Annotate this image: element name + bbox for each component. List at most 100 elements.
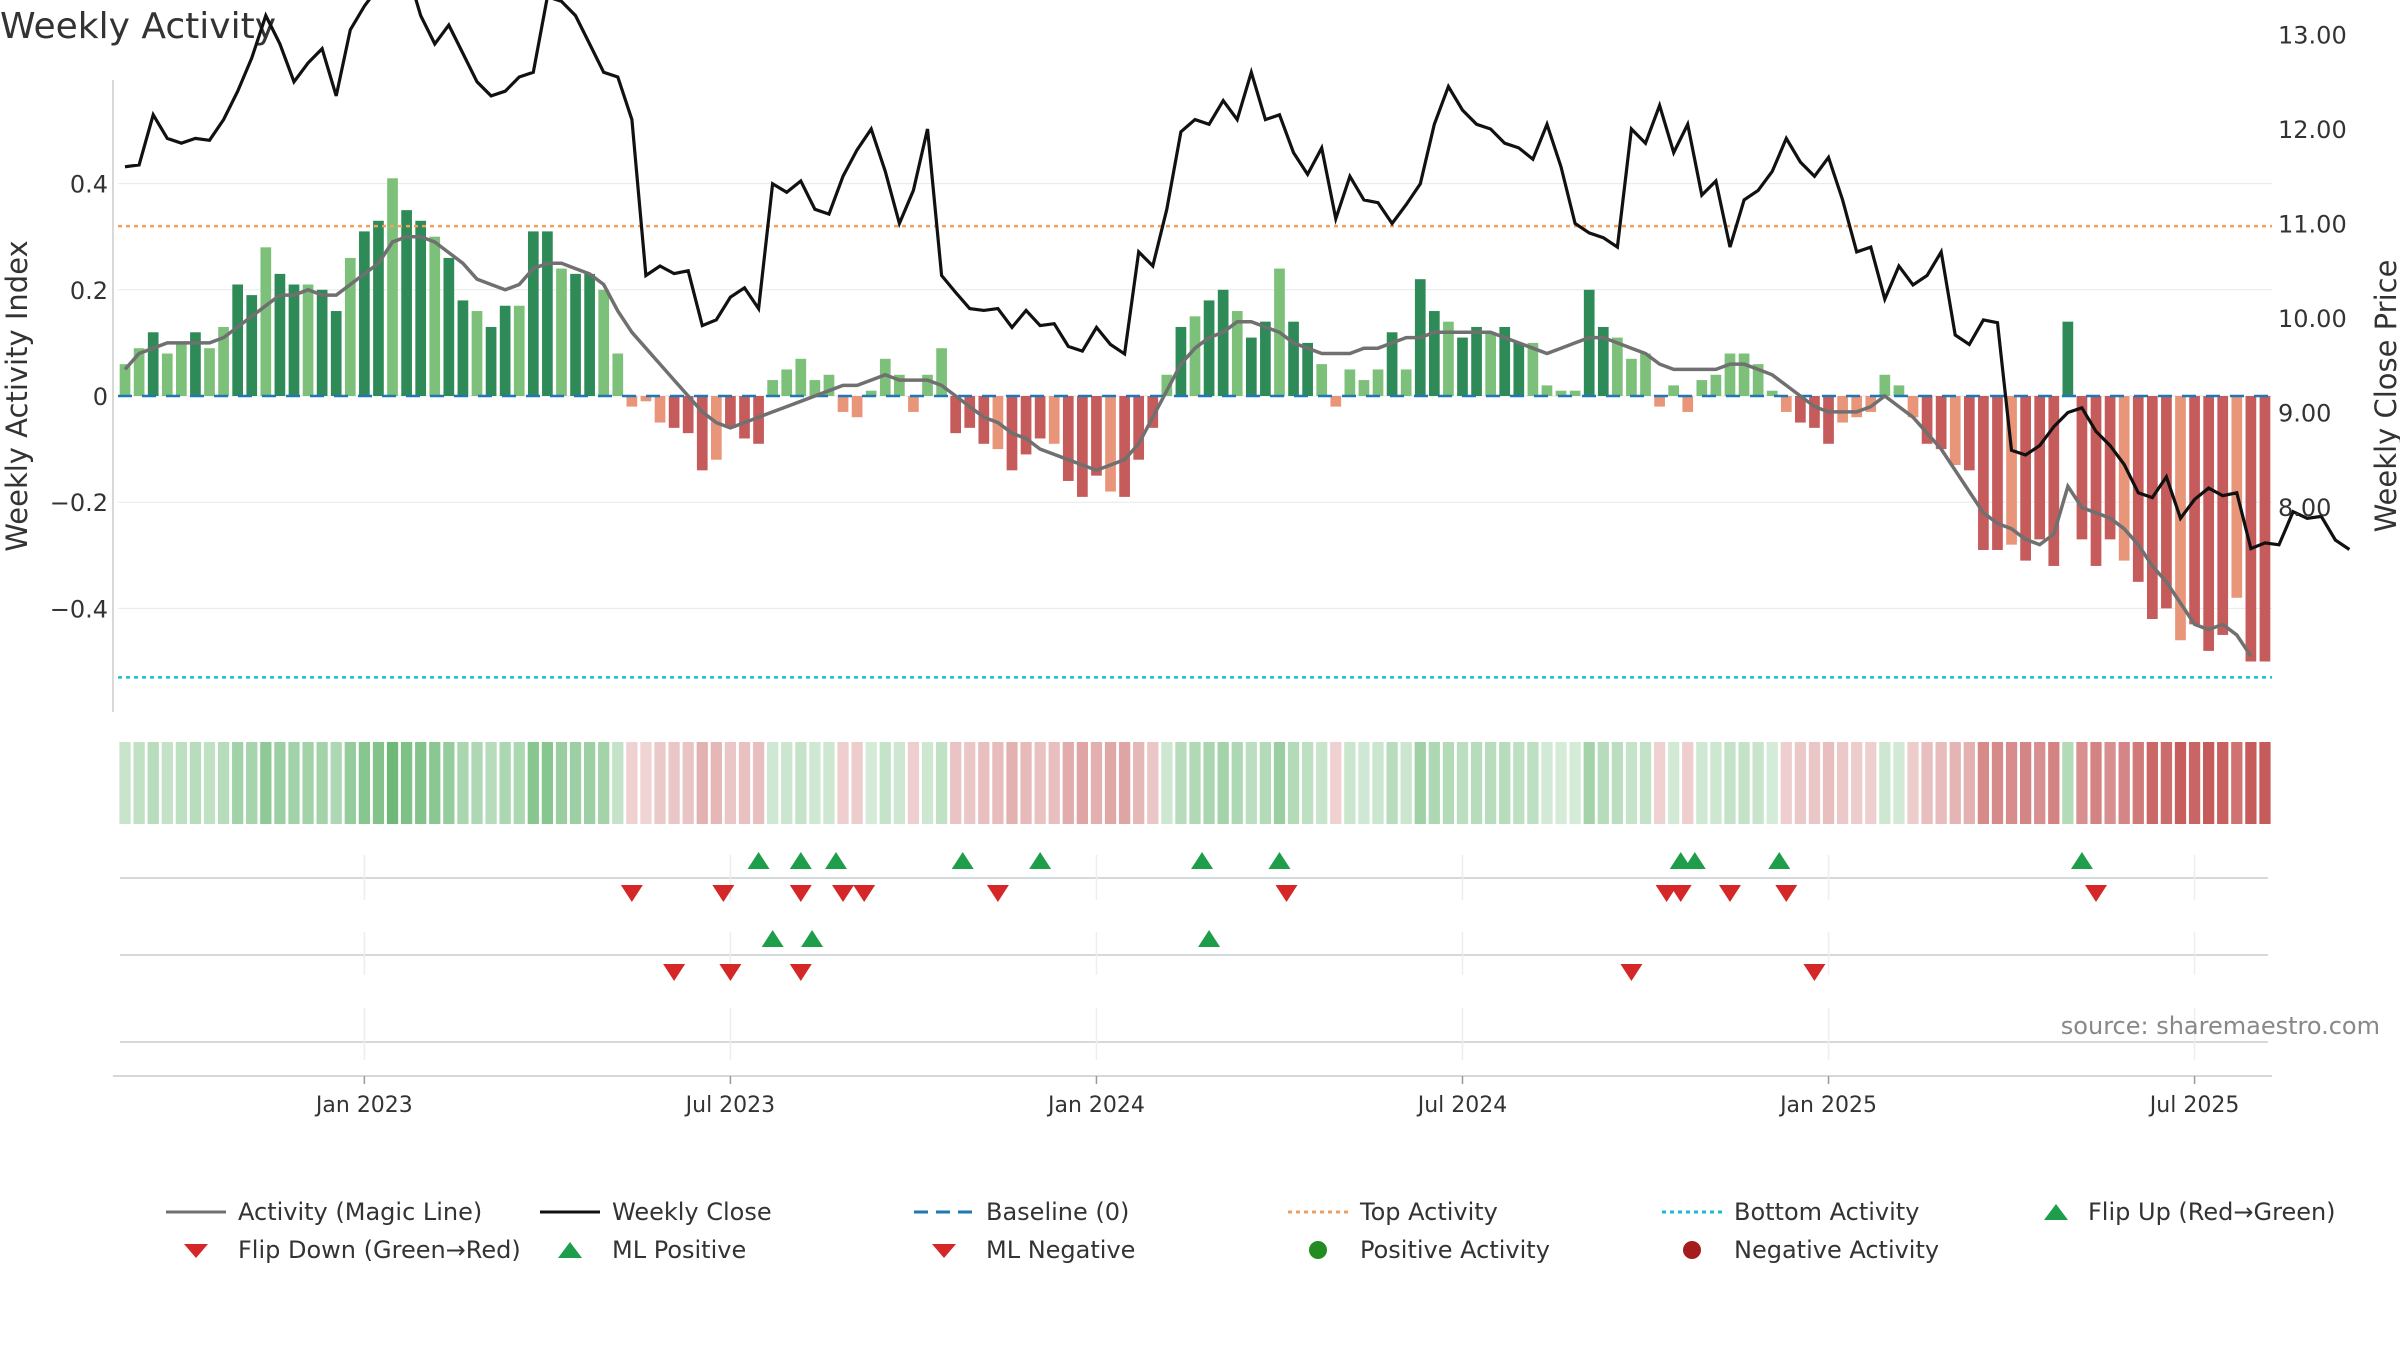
strip-cell <box>837 742 849 824</box>
red-triangle-down-icon <box>184 1244 208 1258</box>
y2-tick-label: 8.00 <box>2278 494 2331 522</box>
legend-item-flip-down: Flip Down (Green→Red) <box>166 1236 521 1264</box>
activity-bar <box>1119 396 1130 497</box>
x-tick-label: Jul 2024 <box>1416 1093 1508 1118</box>
activity-bar <box>387 178 398 396</box>
legend-label: ML Negative <box>986 1236 1136 1264</box>
activity-bar <box>1978 396 1989 550</box>
flip-down-marker <box>1669 885 1692 902</box>
flip-up-marker <box>2070 852 2093 869</box>
strip-cell <box>2132 742 2144 824</box>
activity-bar <box>1034 396 1046 439</box>
strip-cell <box>1597 742 1609 824</box>
chart-title: Weekly Activity <box>0 6 277 47</box>
legend-label: ML Positive <box>612 1236 747 1264</box>
activity-bar <box>2189 396 2200 625</box>
strip-cell <box>443 742 455 824</box>
activity-bar <box>133 348 145 396</box>
activity-bar <box>119 364 131 396</box>
strip-cell <box>2146 742 2158 824</box>
activity-bar <box>781 369 793 396</box>
activity-bar <box>1766 390 1778 396</box>
strip-cell <box>1696 742 1708 824</box>
strip-cell <box>809 742 821 824</box>
strip-cell <box>978 742 990 824</box>
flip-up-marker <box>1768 852 1791 869</box>
strip-cell <box>429 742 441 824</box>
strip-cell <box>541 742 554 824</box>
activity-bar <box>1752 364 1764 396</box>
strip-cell <box>330 742 342 824</box>
activity-bar <box>1062 396 1074 481</box>
strip-cell <box>1963 742 1975 824</box>
magic-line <box>123 234 2253 658</box>
activity-bar <box>2020 396 2031 561</box>
activity-bar <box>1428 311 1440 396</box>
flip-up-marker <box>747 852 770 869</box>
strip-cell <box>1428 742 1440 824</box>
flip-up-marker <box>825 852 847 869</box>
strip-cell <box>1161 742 1173 824</box>
activity-bar <box>1569 390 1581 396</box>
activity-bar <box>330 311 342 396</box>
strip-cell <box>1485 742 1497 824</box>
activity-bar <box>1260 321 1271 396</box>
strip-cell <box>372 742 385 824</box>
flip-down-marker <box>832 885 855 902</box>
strip-cell <box>527 742 539 824</box>
activity-bar <box>1541 385 1553 396</box>
activity-bar <box>936 348 947 396</box>
flip-up-marker <box>1029 852 1052 869</box>
strip-cell <box>555 742 568 824</box>
activity-bar <box>2146 396 2158 620</box>
strip-cell <box>1921 742 1933 824</box>
red-triangle-down-icon <box>932 1244 956 1258</box>
activity-bar <box>457 300 469 396</box>
legend-label: Flip Down (Green→Red) <box>238 1236 521 1264</box>
flip-down-marker <box>1655 885 1678 902</box>
legend-label: Positive Activity <box>1360 1236 1550 1264</box>
activity-bar <box>753 396 764 444</box>
activity-bar <box>401 210 412 396</box>
strip-cell <box>1414 742 1426 824</box>
strip-cell <box>682 742 694 824</box>
activity-bar <box>879 358 891 396</box>
activity-bar <box>246 295 258 396</box>
activity-bar <box>823 374 835 396</box>
activity-bar <box>471 311 483 396</box>
activity-bar <box>865 390 877 396</box>
strip-cell <box>992 742 1004 824</box>
strip-cell <box>1034 742 1046 824</box>
activity-bar <box>1147 396 1159 428</box>
activity-bar <box>232 284 244 396</box>
activity-bar <box>1795 396 1806 423</box>
strip-cell <box>2203 742 2215 824</box>
strip-cell <box>386 742 399 824</box>
legend-item-positive-activity: Positive Activity <box>1288 1236 1550 1264</box>
strip-cell <box>1851 742 1863 824</box>
activity-bar <box>1203 300 1215 396</box>
activity-bar <box>1386 332 1398 396</box>
flip-down-marker <box>1775 885 1798 902</box>
strip-cell <box>1273 742 1286 824</box>
strip-cell <box>2076 742 2088 824</box>
gray-line-icon <box>166 1210 226 1214</box>
activity-bar <box>1231 311 1243 396</box>
strip-cell <box>1442 742 1455 824</box>
strip-cell <box>1020 742 1032 824</box>
strip-cell <box>358 742 371 824</box>
legend-item-top-activity: Top Activity <box>1288 1198 1498 1226</box>
activity-bar <box>2259 396 2271 662</box>
activity-bar <box>147 332 159 396</box>
activity-bar <box>696 396 708 471</box>
activity-bar <box>1245 337 1257 396</box>
strip-cell <box>400 742 413 824</box>
strip-cell <box>823 742 835 824</box>
strip-cell <box>1231 742 1243 824</box>
blue-dashed-line-icon <box>914 1210 974 1214</box>
flip-up-marker <box>1669 852 1692 869</box>
strip-cell <box>696 742 708 824</box>
strip-cell <box>2118 742 2130 824</box>
activity-bar <box>2217 396 2229 635</box>
